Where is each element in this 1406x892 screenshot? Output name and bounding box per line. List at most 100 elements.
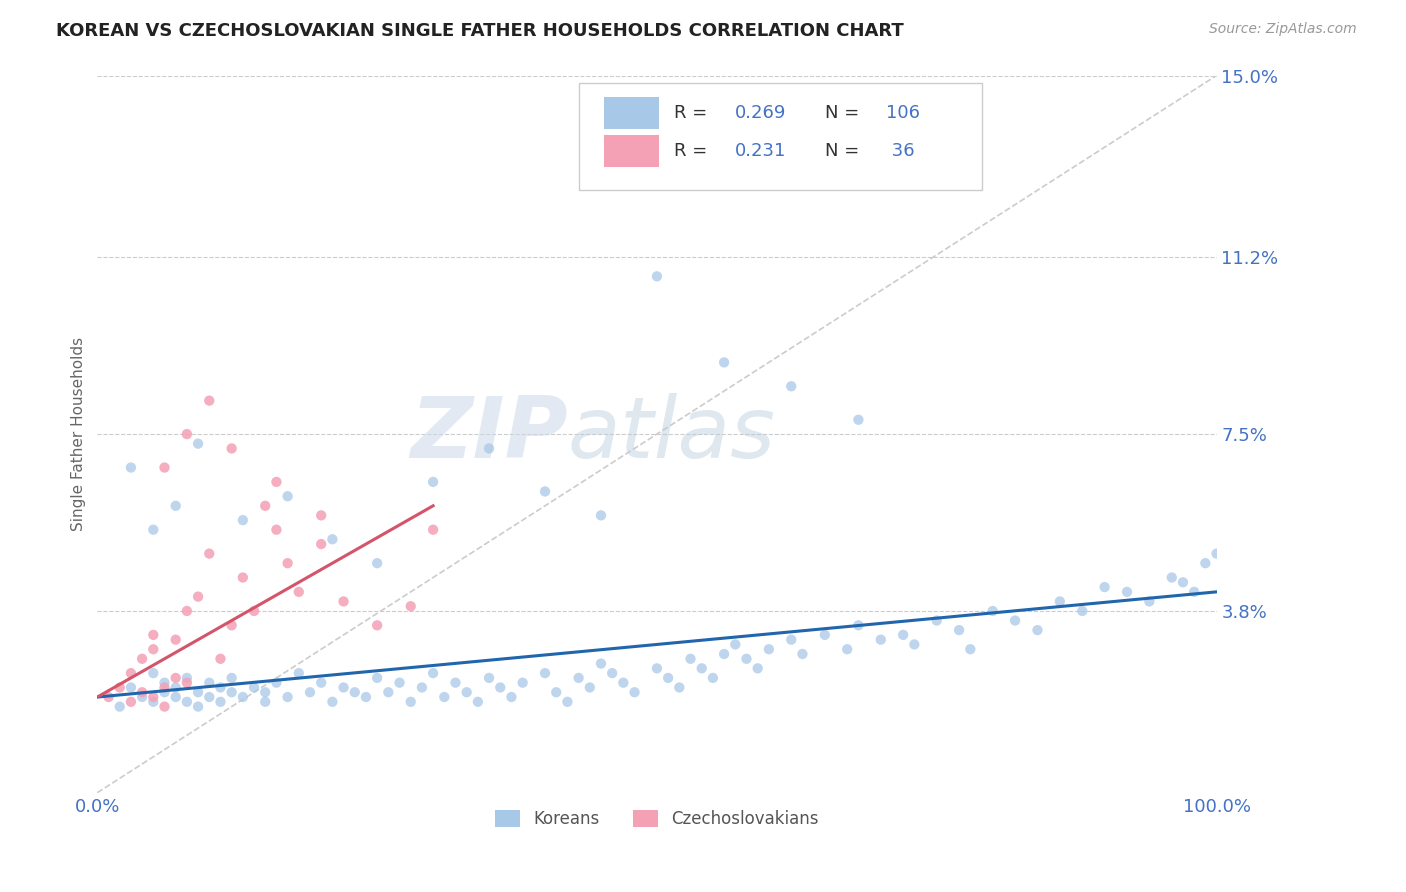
Text: 106: 106 <box>886 103 921 122</box>
Point <box>343 685 366 699</box>
Point <box>277 556 299 570</box>
Point <box>578 681 600 695</box>
Point <box>198 393 221 408</box>
Point <box>153 675 176 690</box>
Point <box>142 690 165 704</box>
Point <box>612 675 634 690</box>
Point <box>1026 623 1049 637</box>
Point <box>925 614 948 628</box>
FancyBboxPatch shape <box>579 83 981 190</box>
Point <box>277 690 299 704</box>
FancyBboxPatch shape <box>605 135 659 167</box>
Point <box>142 666 165 681</box>
Point <box>288 666 311 681</box>
Point <box>1160 570 1182 584</box>
Point <box>209 695 232 709</box>
Point <box>165 671 187 685</box>
Point <box>422 475 444 489</box>
Point <box>1004 614 1026 628</box>
Point <box>321 533 343 547</box>
Point <box>187 685 209 699</box>
Point <box>288 585 311 599</box>
Point <box>814 628 837 642</box>
Point <box>153 699 176 714</box>
Point <box>198 547 221 561</box>
Point <box>198 675 221 690</box>
Text: 0.269: 0.269 <box>735 103 787 122</box>
Point <box>713 647 735 661</box>
Point <box>366 671 388 685</box>
Point <box>600 666 623 681</box>
Point <box>792 647 814 661</box>
Point <box>277 489 299 503</box>
Point <box>266 523 288 537</box>
Point <box>780 379 803 393</box>
Point <box>366 556 388 570</box>
Point <box>411 681 433 695</box>
Point <box>232 513 254 527</box>
Point <box>176 695 198 709</box>
Point <box>298 685 321 699</box>
Point <box>557 695 579 709</box>
Point <box>489 681 512 695</box>
Point <box>903 637 925 651</box>
Point <box>981 604 1004 618</box>
Point <box>243 604 266 618</box>
Point <box>108 699 131 714</box>
Point <box>948 623 970 637</box>
Point <box>668 681 690 695</box>
Point <box>142 628 165 642</box>
Point <box>534 666 557 681</box>
Y-axis label: Single Father Households: Single Father Households <box>72 337 86 531</box>
Point <box>444 675 467 690</box>
Text: 36: 36 <box>886 142 915 160</box>
Point <box>142 523 165 537</box>
Point <box>1205 547 1227 561</box>
Point <box>690 661 713 675</box>
Point <box>131 652 153 666</box>
Point <box>309 675 332 690</box>
Point <box>1182 585 1205 599</box>
Point <box>399 695 422 709</box>
Point <box>891 628 914 642</box>
Point <box>735 652 758 666</box>
Point <box>848 413 870 427</box>
Point <box>187 590 209 604</box>
Point <box>848 618 870 632</box>
Point <box>589 508 612 523</box>
Point <box>209 652 232 666</box>
Point <box>221 671 243 685</box>
Point <box>366 618 388 632</box>
Point <box>1116 585 1139 599</box>
Point <box>321 695 343 709</box>
Point <box>309 508 332 523</box>
Point <box>120 681 142 695</box>
Point <box>645 661 668 675</box>
Point <box>467 695 489 709</box>
Point <box>221 618 243 632</box>
Point <box>747 661 769 675</box>
Point <box>153 681 176 695</box>
Point <box>388 675 411 690</box>
Point <box>377 685 399 699</box>
Text: N =: N = <box>825 142 865 160</box>
Point <box>679 652 702 666</box>
Point <box>221 685 243 699</box>
Text: R =: R = <box>673 142 713 160</box>
Point <box>724 637 747 651</box>
Point <box>332 594 354 608</box>
Point <box>512 675 534 690</box>
Point <box>153 685 176 699</box>
Point <box>837 642 859 657</box>
Point <box>589 657 612 671</box>
Point <box>478 442 501 456</box>
Point <box>176 671 198 685</box>
Point <box>1094 580 1116 594</box>
Point <box>1194 556 1216 570</box>
Point <box>478 671 501 685</box>
Point <box>780 632 803 647</box>
Text: N =: N = <box>825 103 865 122</box>
Point <box>399 599 422 614</box>
Point <box>176 675 198 690</box>
Point <box>165 632 187 647</box>
